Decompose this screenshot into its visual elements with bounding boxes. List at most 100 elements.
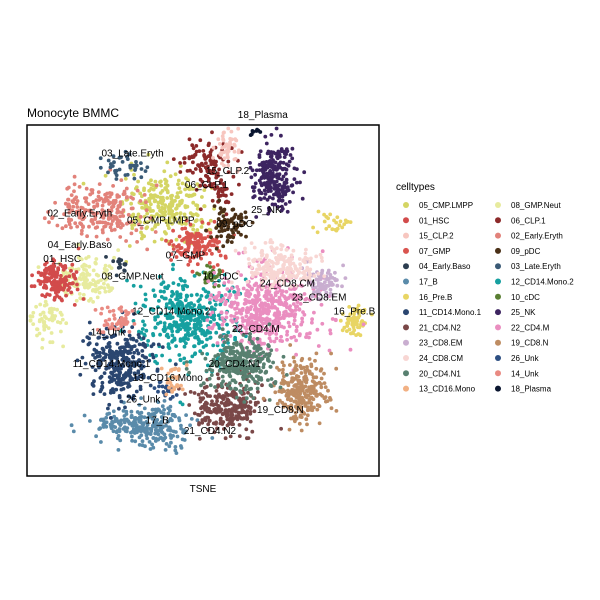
series-22_CD4.M [205, 246, 366, 373]
data-point [168, 300, 172, 305]
data-point [186, 234, 190, 239]
data-point [75, 205, 80, 209]
data-point [42, 327, 47, 332]
data-point [55, 294, 59, 298]
data-point [161, 198, 166, 203]
data-point [259, 280, 264, 285]
data-point [93, 260, 98, 265]
data-point [220, 316, 225, 320]
data-point [99, 311, 103, 316]
data-point [171, 157, 176, 162]
data-point [125, 338, 129, 342]
data-point [157, 213, 162, 218]
data-point [307, 357, 312, 361]
data-point [120, 362, 125, 367]
data-point [273, 160, 278, 165]
data-point [294, 368, 298, 372]
data-point [328, 287, 333, 292]
data-point [145, 429, 149, 433]
data-point [239, 273, 244, 277]
data-point [197, 314, 202, 319]
data-point [116, 434, 121, 438]
data-point [153, 179, 158, 184]
data-point [258, 257, 263, 262]
data-point [247, 337, 252, 342]
legend-swatch [403, 217, 409, 224]
legend-label: 26_Unk [511, 354, 540, 363]
data-point [31, 322, 36, 326]
data-point [136, 222, 141, 227]
data-point [200, 410, 205, 415]
data-point [98, 156, 103, 161]
data-point [204, 228, 208, 233]
data-point [164, 219, 169, 223]
data-point [285, 332, 289, 337]
data-point [241, 409, 246, 414]
data-point [130, 325, 135, 329]
data-point [298, 302, 303, 306]
data-point [50, 268, 55, 272]
data-point [133, 301, 138, 306]
data-point [304, 335, 308, 339]
data-point [288, 363, 292, 367]
data-point [204, 400, 208, 405]
data-point [216, 191, 221, 196]
data-point [108, 165, 113, 170]
data-point [171, 281, 176, 285]
data-point [291, 416, 296, 421]
data-point [188, 259, 193, 264]
data-point [331, 282, 335, 287]
data-point [273, 312, 278, 317]
data-point [205, 337, 209, 342]
data-point [71, 204, 76, 209]
data-point [172, 320, 177, 324]
data-point [107, 202, 111, 206]
data-point [199, 225, 204, 229]
data-point [123, 429, 128, 433]
data-point [299, 428, 304, 433]
data-point [114, 322, 119, 326]
data-point [207, 419, 212, 423]
data-point [222, 163, 226, 168]
data-point [44, 302, 49, 307]
data-point [301, 258, 306, 262]
data-point [200, 390, 205, 395]
data-point [303, 368, 308, 373]
data-point [230, 137, 234, 142]
legend-label: 08_GMP.Neut [511, 201, 561, 210]
data-point [186, 327, 191, 332]
data-point [111, 334, 116, 338]
data-point [96, 190, 101, 195]
data-point [125, 221, 129, 226]
data-point [236, 126, 241, 131]
data-point [173, 198, 177, 203]
data-point [115, 218, 120, 222]
data-point [206, 363, 210, 368]
data-point [255, 386, 260, 391]
data-point [330, 317, 335, 321]
data-point [87, 272, 92, 277]
data-point [244, 411, 249, 416]
data-point [108, 354, 112, 359]
data-point [257, 297, 262, 302]
data-point [275, 246, 279, 251]
data-point [224, 193, 228, 198]
data-point [159, 311, 163, 316]
data-point [155, 361, 160, 366]
data-point [291, 376, 296, 381]
data-point [59, 329, 63, 334]
series-16_Pre.B [311, 209, 374, 338]
data-point [302, 269, 307, 274]
data-point [262, 163, 267, 168]
data-point [156, 204, 161, 208]
data-point [290, 309, 295, 313]
data-point [287, 405, 291, 410]
data-point [214, 172, 219, 177]
data-point [171, 262, 176, 267]
data-point [104, 326, 109, 331]
data-point [243, 368, 248, 373]
data-point [99, 418, 103, 422]
data-point [85, 335, 90, 339]
scatter-points [28, 126, 374, 455]
data-point [287, 256, 292, 261]
